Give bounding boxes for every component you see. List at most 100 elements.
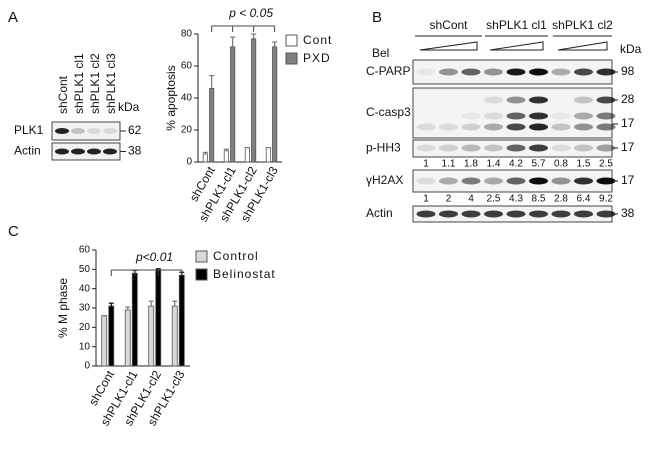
bar xyxy=(202,153,208,163)
blot-band xyxy=(529,210,548,218)
marker-label: 38 xyxy=(128,144,142,158)
blot-band xyxy=(574,123,593,131)
blot-band xyxy=(551,210,571,218)
quantification: 1.1 xyxy=(442,159,456,170)
blot-band xyxy=(596,96,616,104)
blot-band xyxy=(87,128,101,134)
blot-band xyxy=(529,96,548,104)
blot-band xyxy=(439,144,458,152)
marker-label: 98 xyxy=(621,64,635,78)
treatment-label: Bel xyxy=(372,46,389,60)
quantification: 1.5 xyxy=(577,159,591,170)
kda-label: kDa xyxy=(118,100,140,114)
quantification: 4.2 xyxy=(509,159,523,170)
marker-label: 17 xyxy=(621,173,635,187)
quantification: 4 xyxy=(468,194,474,205)
quantification: 2.5 xyxy=(599,159,613,170)
blot-band xyxy=(439,68,458,76)
dose-wedge xyxy=(557,41,608,51)
marker-label: 17 xyxy=(621,116,635,130)
y-tick-label: 60 xyxy=(79,245,91,256)
quantification: 2 xyxy=(446,194,452,205)
marker-label: 28 xyxy=(621,92,635,106)
blot-band xyxy=(551,123,571,131)
group-label: shCont xyxy=(429,18,468,32)
blot-band xyxy=(574,210,593,218)
quantification: 0.8 xyxy=(554,159,568,170)
quantification: 1.8 xyxy=(464,159,478,170)
row-label: γH2AX xyxy=(366,173,403,187)
blot-band xyxy=(416,144,436,152)
blot-band xyxy=(461,177,481,185)
y-tick-label: 10 xyxy=(79,341,91,352)
blot-band xyxy=(529,123,548,131)
blot-band xyxy=(506,68,526,76)
blot-band xyxy=(416,123,436,131)
bar xyxy=(131,272,138,367)
legend-swatch xyxy=(285,52,298,65)
marker-label: 38 xyxy=(621,206,635,220)
blot-band xyxy=(596,210,616,218)
row-label: C-PARP xyxy=(366,64,410,78)
legend-swatch xyxy=(195,268,208,281)
bar xyxy=(265,147,271,163)
blot-band xyxy=(574,112,593,120)
bar xyxy=(155,269,162,367)
quantification: 8.5 xyxy=(532,194,546,205)
legend-label: Control xyxy=(213,249,259,263)
blot-band xyxy=(103,128,117,134)
bar xyxy=(101,315,108,367)
y-tick-label: 50 xyxy=(79,264,91,275)
blot-band xyxy=(87,148,101,155)
blot-band xyxy=(461,68,481,76)
blot-band xyxy=(551,177,571,185)
legend-label: Belinostat xyxy=(213,267,276,281)
blot-band xyxy=(55,128,69,134)
blot-band xyxy=(506,96,526,104)
blot-band xyxy=(596,123,616,131)
blot-band xyxy=(574,96,593,104)
row-label: p-HH3 xyxy=(366,141,401,155)
y-axis-label: % apoptosis xyxy=(164,65,178,130)
row-label: C-casp3 xyxy=(366,105,411,119)
panel-label: A xyxy=(8,9,18,26)
marker-label: 17 xyxy=(621,140,635,154)
blot-band xyxy=(484,96,503,104)
blot-band xyxy=(439,177,458,185)
bar xyxy=(148,305,155,367)
blot-band xyxy=(506,123,526,131)
quantification: 5.7 xyxy=(532,159,546,170)
blot-band xyxy=(596,144,616,152)
blot-band xyxy=(551,68,571,76)
kda-label: kDa xyxy=(620,42,642,56)
blot-band xyxy=(71,128,85,134)
blot-band xyxy=(416,68,436,76)
blot-band xyxy=(484,144,503,152)
group-label: shPLK1 cl1 xyxy=(486,18,547,32)
quantification: 4.3 xyxy=(509,194,523,205)
bar xyxy=(230,46,236,163)
blot-band xyxy=(529,177,548,185)
bar xyxy=(209,88,215,163)
blot-band xyxy=(529,144,548,152)
y-tick-label: 20 xyxy=(79,322,91,333)
bar xyxy=(223,150,229,163)
blot-band xyxy=(506,177,526,185)
y-tick-label: 20 xyxy=(181,125,193,136)
quantification: 9.2 xyxy=(599,194,613,205)
blot-band xyxy=(416,210,436,218)
blot-band xyxy=(551,144,571,152)
blot-band xyxy=(574,144,593,152)
bar xyxy=(178,274,185,367)
blot-band xyxy=(103,148,117,155)
quantification: 2.8 xyxy=(554,194,568,205)
blot-band xyxy=(484,68,503,76)
legend-label: Cont xyxy=(303,33,332,47)
blot-band xyxy=(574,177,593,185)
lane-label: shCont xyxy=(56,75,70,114)
lane-label: shPLK1 cl3 xyxy=(104,53,118,114)
bar xyxy=(244,147,250,163)
blot-band xyxy=(71,148,85,155)
panel-label: B xyxy=(372,9,382,26)
